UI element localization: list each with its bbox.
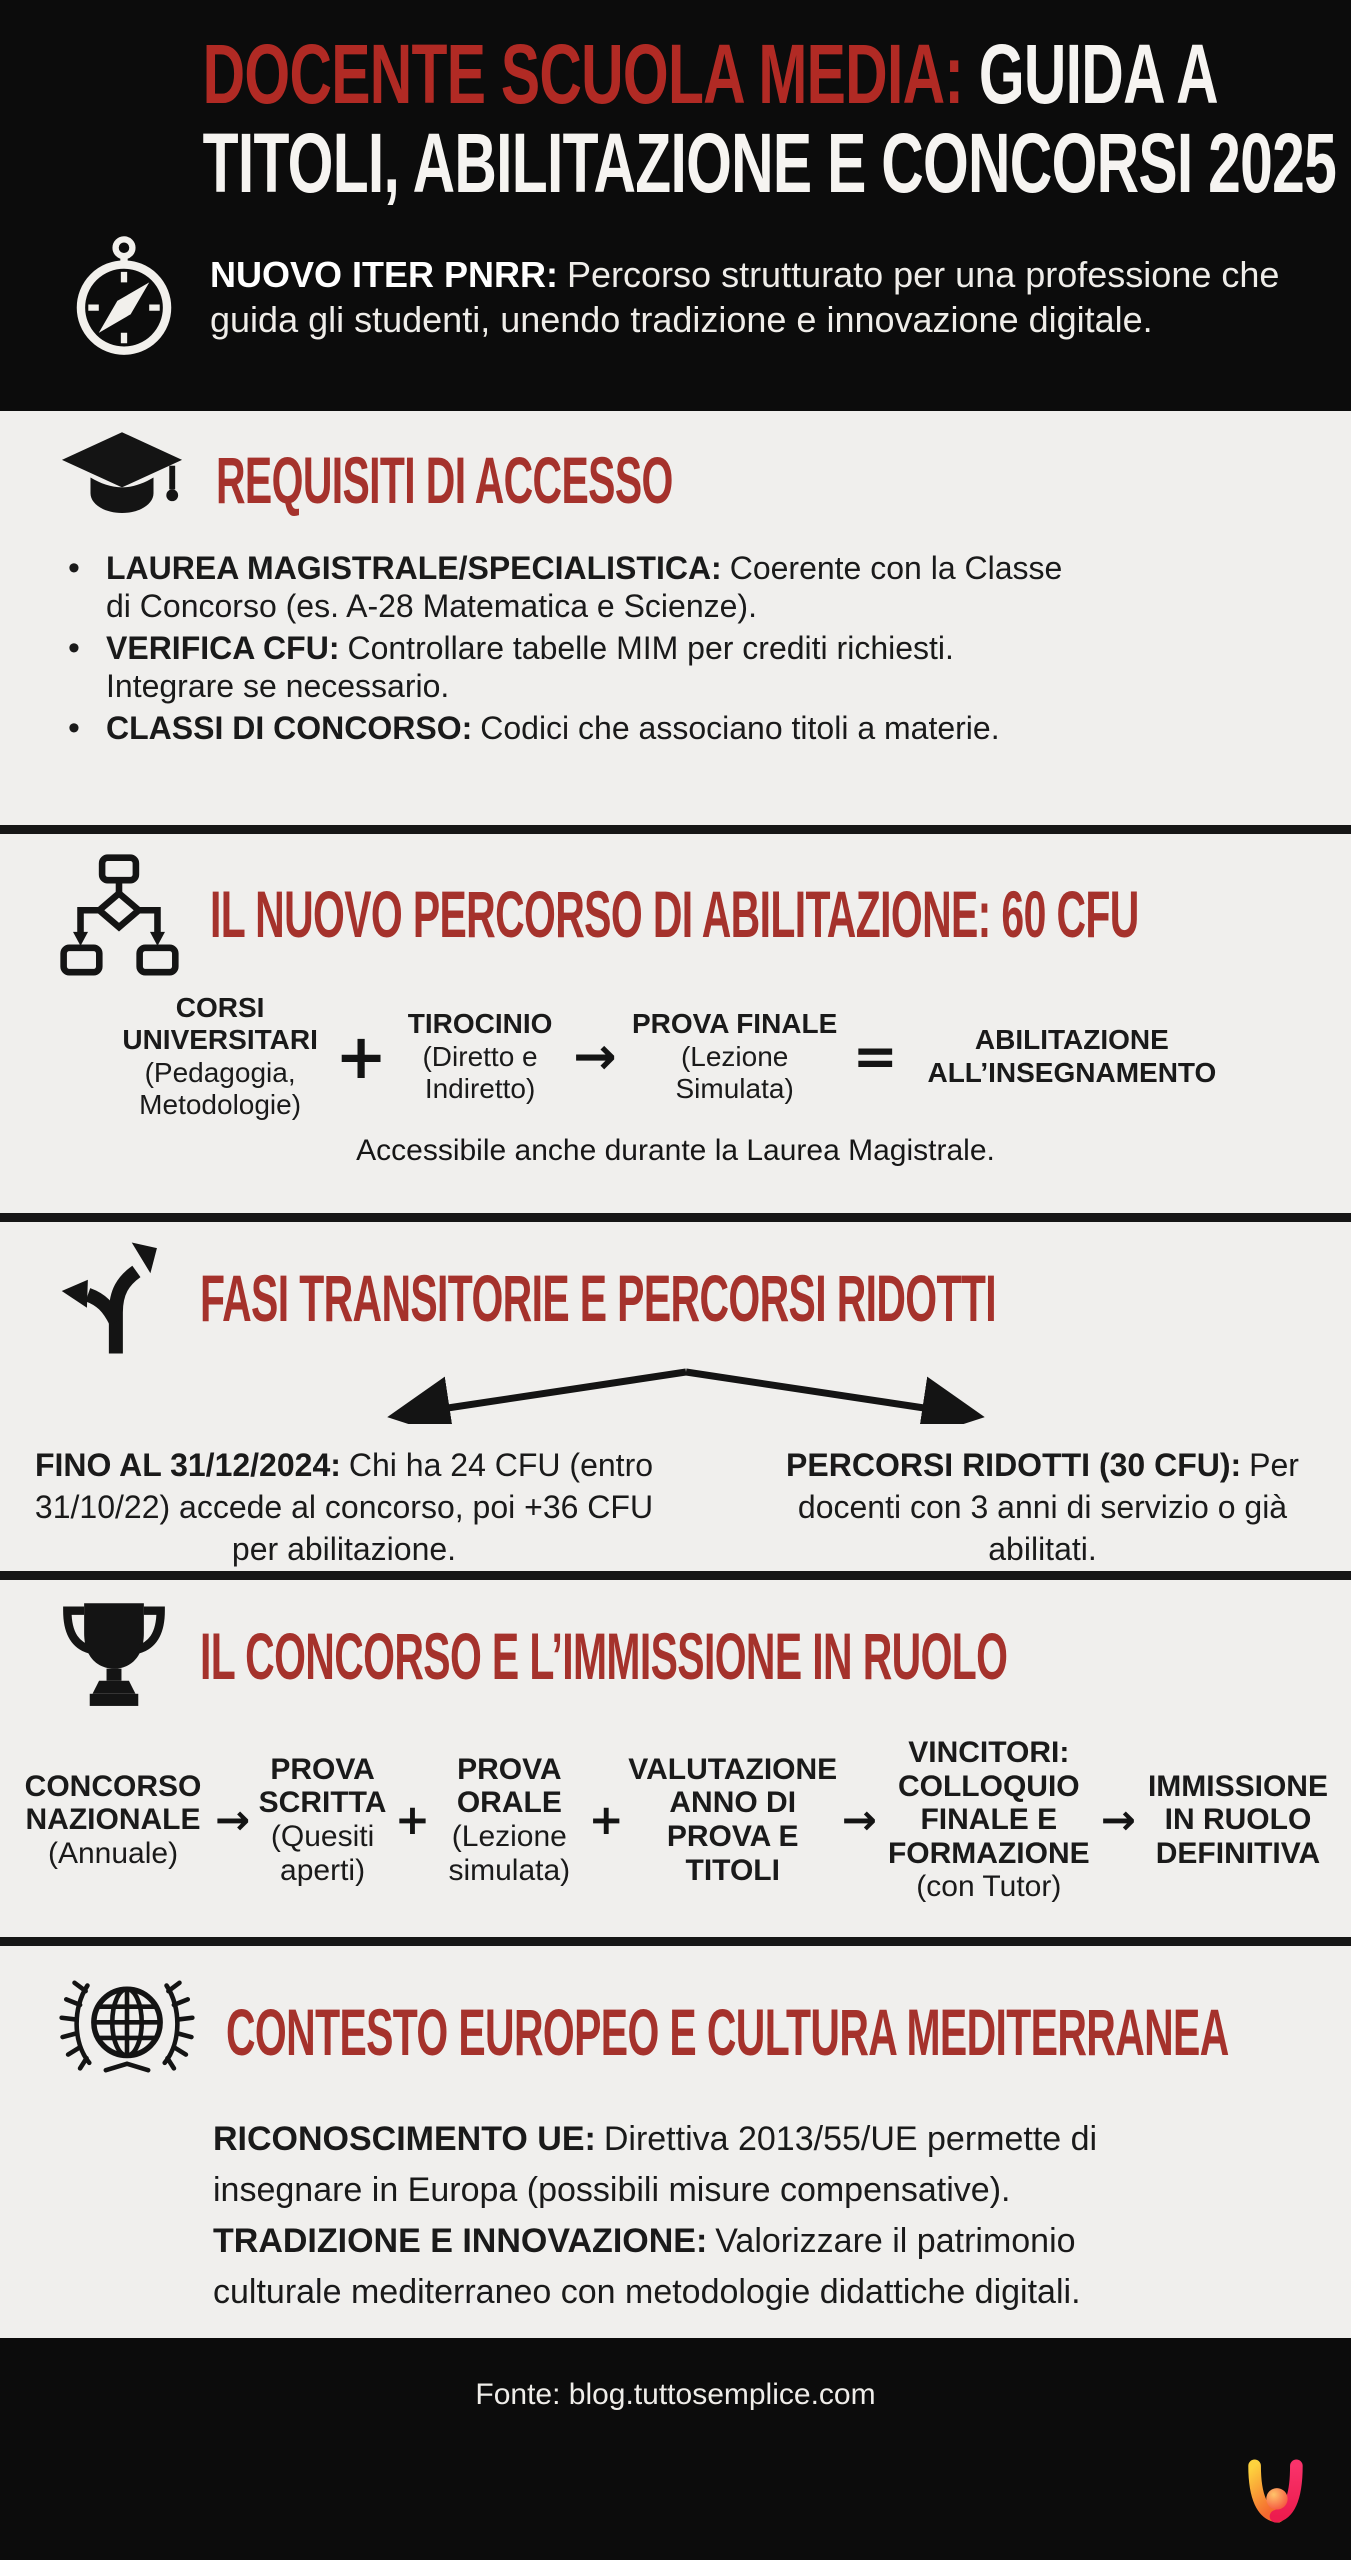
section-requisiti: REQUISITI DI ACCESSO LAUREA MAGISTRALE/S…: [0, 411, 1351, 825]
brand-logo-u-icon: [1241, 2458, 1309, 2528]
footer: Fonte: blog.tuttosemplice.com: [0, 2338, 1351, 2560]
paragraph: RICONOSCIMENTO UE: Direttiva 2013/55/UE p…: [213, 2120, 1098, 2209]
flow-step: VINCITORI: COLLOQUIO FINALE E FORMAZIONE…: [887, 1736, 1090, 1904]
flowchart-icon: [58, 850, 180, 978]
fork-arrows-icon: [58, 1238, 170, 1358]
section-heading: FASI TRANSITORIE E PERCORSI RIDOTTI: [200, 1261, 997, 1335]
section-requisiti-header: REQUISITI DI ACCESSO: [0, 411, 1351, 533]
flow-step: CORSI UNIVERSITARI (Pedagogia, Metodologi…: [122, 992, 318, 1121]
section-fasi: FASI TRANSITORIE E PERCORSI RIDOTTI FINO…: [0, 1213, 1351, 1571]
section-europa: CONTESTO EUROPEO E CULTURA MEDITERRANEA …: [0, 1937, 1351, 2338]
paragraph: TRADIZIONE E INNOVAZIONE: Valorizzare il …: [213, 2222, 1081, 2311]
flow-step: PROVA ORALE (Lezione simulata): [448, 1752, 571, 1887]
header: DOCENTE SCUOLA MEDIA: GUIDA A TITOLI, AB…: [0, 0, 1351, 411]
flow-step: PROVA SCRITTA (Quesiti aperti): [258, 1752, 387, 1887]
plus-operator: +: [588, 1795, 624, 1845]
abilitation-flow: CORSI UNIVERSITARI (Pedagogia, Metodologi…: [0, 992, 1351, 1122]
source-credit: Fonte: blog.tuttosemplice.com: [475, 2378, 876, 2411]
intro-lead: NUOVO ITER PNRR:: [210, 253, 559, 295]
transition-columns: FINO AL 31/12/2024: Chi ha 24 CFU (entro …: [0, 1424, 1351, 1571]
arrow-operator: →: [215, 1795, 251, 1845]
section-concorso: IL CONCORSO E L’IMMISSIONE IN RUOLO CONC…: [0, 1571, 1351, 1937]
title-red-part: DOCENTE SCUOLA MEDIA:: [202, 27, 964, 121]
equals-operator: =: [852, 1024, 898, 1088]
flow-step: PROVA FINALE (Lezione Simulata): [631, 1008, 838, 1105]
list-item: VERIFICA CFU:Controllare tabelle MIM per…: [60, 628, 1090, 706]
compass-icon: [66, 232, 182, 363]
flow-note: Accessibile anche durante la Laurea Magi…: [356, 1133, 995, 1167]
intro-note: NUOVO ITER PNRR: Percorso strutturato per…: [0, 208, 1351, 363]
requirements-list: LAUREA MAGISTRALE/SPECIALISTICA:Coerente…: [60, 548, 1090, 749]
arrow-operator: →: [841, 1795, 877, 1845]
list-item: LAUREA MAGISTRALE/SPECIALISTICA:Coerente…: [60, 548, 1090, 626]
flow-step: VALUTAZIONE ANNO DI PROVA E TITOLI: [628, 1752, 838, 1887]
europa-paragraphs: RICONOSCIMENTO UE: Direttiva 2013/55/UE p…: [213, 2114, 1205, 2318]
section-heading: REQUISITI DI ACCESSO: [216, 443, 673, 517]
globe-laurel-icon: [58, 1974, 196, 2090]
flow-step: IMMISSIONE IN RUOLO DEFINITIVA: [1147, 1769, 1328, 1870]
flow-step: CONCORSO NAZIONALE (Annuale): [24, 1769, 202, 1870]
concorso-flow: CONCORSO NAZIONALE (Annuale) → PROVA SCRI…: [0, 1736, 1351, 1904]
title-line-1: DOCENTE SCUOLA MEDIA: GUIDA A: [202, 27, 1219, 121]
title-line-2: TITOLI, ABILITAZIONE E CONCORSI 2025: [202, 116, 1337, 211]
plus-operator: +: [394, 1795, 431, 1845]
branch-arrows: [387, 1368, 985, 1424]
transition-right: PERCORSI RIDOTTI (30 CFU): Per docenti co…: [786, 1447, 1299, 1568]
graduation-cap-icon: [58, 427, 186, 533]
transition-left: FINO AL 31/12/2024: Chi ha 24 CFU (entro …: [34, 1447, 654, 1568]
plus-operator: +: [335, 1019, 388, 1093]
section-heading: IL CONCORSO E L’IMMISSIONE IN RUOLO: [200, 1619, 1008, 1693]
section-fasi-header: FASI TRANSITORIE E PERCORSI RIDOTTI: [0, 1222, 1351, 1358]
section-percorso: IL NUOVO PERCORSO DI ABILITAZIONE: 60 CF…: [0, 825, 1351, 1213]
arrow-operator: →: [1100, 1795, 1136, 1845]
intro-body: Percorso strutturato per una professione…: [210, 253, 1280, 340]
list-item: CLASSI DI CONCORSO:Codici che associano …: [60, 708, 1090, 749]
section-heading: CONTESTO EUROPEO E CULTURA MEDITERRANEA: [226, 1995, 1229, 2069]
title-white-part: GUIDA A: [978, 27, 1219, 121]
arrow-operator: →: [573, 1026, 617, 1087]
section-percorso-header: IL NUOVO PERCORSO DI ABILITAZIONE: 60 CF…: [0, 834, 1351, 978]
page-title: DOCENTE SCUOLA MEDIA: GUIDA A TITOLI, AB…: [0, 0, 1351, 208]
flow-step: TIROCINIO (Diretto e Indiretto): [407, 1008, 553, 1105]
section-heading: IL NUOVO PERCORSO DI ABILITAZIONE: 60 CF…: [210, 877, 1139, 951]
intro-text: NUOVO ITER PNRR: Percorso strutturato per…: [210, 253, 1310, 342]
flow-step: ABILITAZIONE ALL’INSEGNAMENTO: [927, 1024, 1217, 1088]
section-europa-header: CONTESTO EUROPEO E CULTURA MEDITERRANEA: [0, 1946, 1351, 2090]
section-concorso-header: IL CONCORSO E L’IMMISSIONE IN RUOLO: [0, 1580, 1351, 1716]
trophy-icon: [58, 1596, 170, 1716]
